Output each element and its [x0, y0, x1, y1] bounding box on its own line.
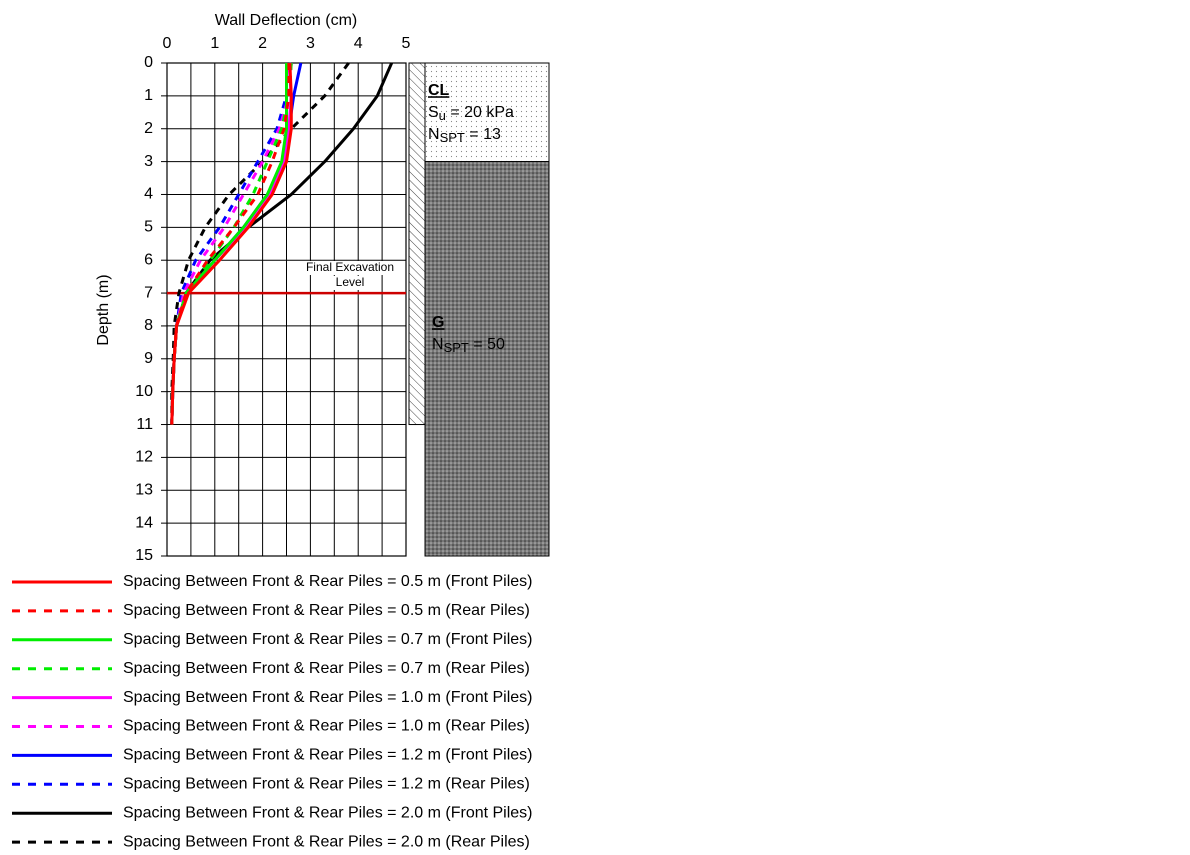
- soil-property: NSPT = 13: [428, 126, 501, 145]
- soil-layer-name: G: [432, 314, 444, 331]
- x-tick-label: 5: [402, 35, 411, 52]
- y-tick-label: 0: [144, 54, 153, 71]
- y-tick-label: 1: [144, 87, 153, 104]
- legend-label: Spacing Between Front & Rear Piles = 2.0…: [123, 833, 530, 850]
- x-axis-title: Wall Deflection (cm): [215, 12, 358, 29]
- y-tick-label: 11: [136, 416, 153, 433]
- y-tick-label: 4: [144, 186, 153, 203]
- y-tick-label: 8: [144, 317, 153, 334]
- property-subscript: u: [439, 108, 446, 123]
- excavation-label: Level: [336, 275, 365, 289]
- soil-layer-name: CL: [428, 82, 450, 99]
- property-subscript: SPT: [444, 340, 469, 355]
- property-symbol: S: [428, 104, 439, 121]
- property-value: = 13: [465, 126, 501, 143]
- x-tick-label: 1: [210, 35, 219, 52]
- x-tick-label: 4: [354, 35, 363, 52]
- deflection-line: [172, 63, 292, 425]
- legend-label: Spacing Between Front & Rear Piles = 1.0…: [123, 689, 533, 706]
- legend-label: Spacing Between Front & Rear Piles = 1.0…: [123, 718, 530, 735]
- legend-label: Spacing Between Front & Rear Piles = 0.5…: [123, 573, 533, 590]
- property-symbol: N: [428, 126, 440, 143]
- property-value: = 20 kPa: [446, 104, 514, 121]
- soil-layer: [425, 162, 549, 556]
- y-tick-label: 9: [144, 350, 153, 367]
- y-tick-label: 2: [144, 120, 153, 137]
- y-tick-label: 5: [144, 219, 153, 236]
- y-tick-label: 6: [144, 251, 153, 268]
- legend-label: Spacing Between Front & Rear Piles = 1.2…: [123, 776, 530, 793]
- legend-label: Spacing Between Front & Rear Piles = 1.2…: [123, 747, 533, 764]
- deflection-line: [172, 63, 287, 425]
- soil-property: NSPT = 50: [432, 336, 505, 355]
- y-tick-label: 7: [144, 284, 153, 301]
- y-tick-label: 3: [144, 153, 153, 170]
- x-tick-label: 0: [163, 35, 172, 52]
- x-tick-label: 2: [258, 35, 267, 52]
- x-tick-label: 3: [306, 35, 315, 52]
- y-tick-label: 14: [135, 514, 153, 531]
- property-value: = 50: [469, 336, 505, 353]
- legend-label: Spacing Between Front & Rear Piles = 0.7…: [123, 631, 533, 648]
- chart: Wall Deflection (cm) Depth (m) 012345012…: [0, 0, 1190, 855]
- y-axis-title: Depth (m): [95, 274, 112, 345]
- y-tick-label: 15: [135, 547, 153, 564]
- y-tick-label: 13: [135, 481, 153, 498]
- legend-label: Spacing Between Front & Rear Piles = 2.0…: [123, 804, 533, 821]
- deflection-line: [172, 63, 349, 425]
- y-tick-label: 12: [135, 449, 153, 466]
- excavation-label: Final Excavation: [306, 260, 394, 274]
- property-symbol: N: [432, 336, 444, 353]
- retaining-wall: [409, 63, 425, 425]
- property-subscript: SPT: [440, 130, 465, 145]
- legend-label: Spacing Between Front & Rear Piles = 0.7…: [123, 660, 530, 677]
- y-tick-label: 10: [135, 383, 153, 400]
- legend-label: Spacing Between Front & Rear Piles = 0.5…: [123, 602, 530, 619]
